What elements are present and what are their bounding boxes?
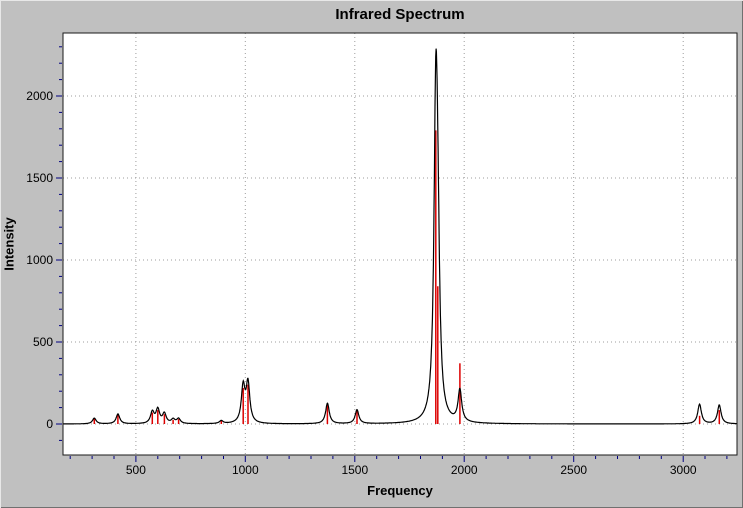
x-tick-label: 2500: [560, 463, 587, 477]
ir-envelope-curve: [63, 48, 737, 425]
plot-area: [63, 33, 737, 455]
y-axis-label: Intensity: [1, 217, 17, 271]
x-tick-label: 1500: [341, 463, 368, 477]
x-tick-label: 500: [126, 463, 146, 477]
y-tick-label: 0: [46, 417, 53, 431]
ir-stick-lines: [93, 130, 721, 424]
tick-labels: 500 1000 1500 2000 2500 3000 0 500 1000 1500 2000: [26, 89, 697, 477]
gridlines: [63, 33, 737, 455]
y-tick-label: 500: [33, 335, 53, 349]
axis-ticks: [56, 46, 728, 462]
x-tick-label: 3000: [670, 463, 697, 477]
plot-border: [62, 32, 738, 456]
x-axis-label: Frequency: [367, 483, 433, 498]
y-tick-label: 1500: [26, 171, 53, 185]
y-tick-label: 2000: [26, 89, 53, 103]
y-tick-label: 1000: [26, 253, 53, 267]
chart-title: Infrared Spectrum: [335, 6, 465, 23]
x-tick-label: 1000: [232, 463, 259, 477]
x-tick-label: 2000: [451, 463, 478, 477]
